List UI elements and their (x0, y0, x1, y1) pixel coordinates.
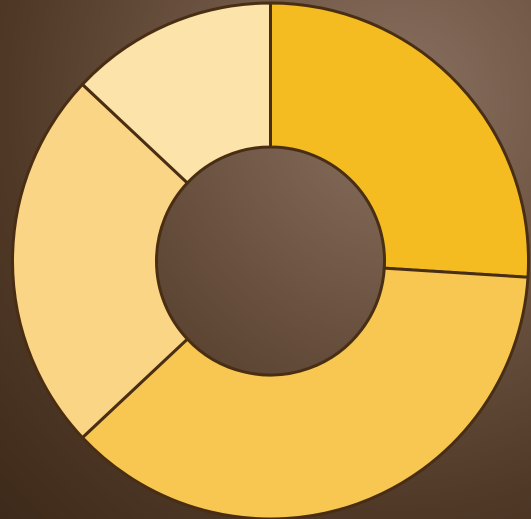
donut-segment (269, 1, 530, 279)
donut-segment (80, 266, 530, 519)
donut-segment (80, 1, 272, 186)
donut-segment (11, 82, 190, 440)
